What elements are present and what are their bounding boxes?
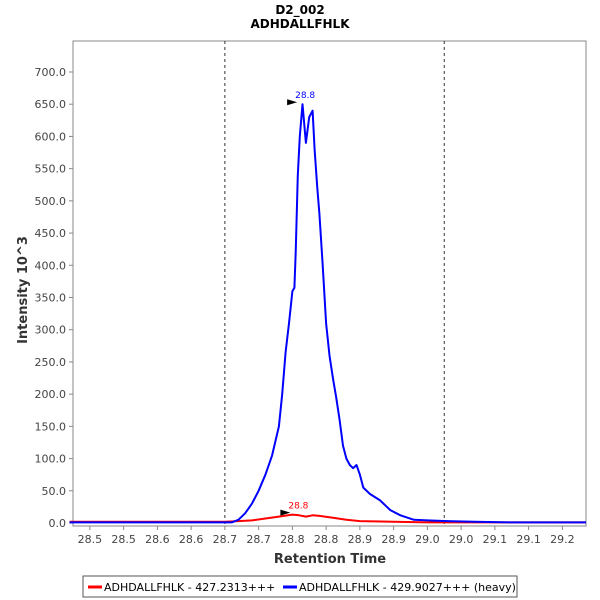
- y-axis: 0.0 50.0 100.0 150.0 200.0 250.0 300.0 350.0 400…: [35, 66, 73, 530]
- y-tick-label: 400.0: [35, 259, 67, 272]
- plot-area: [72, 40, 587, 527]
- peak-label-light: 28.8: [288, 502, 308, 512]
- x-tick-label: 29.2: [550, 533, 575, 546]
- x-tick-label: 29.0: [415, 533, 440, 546]
- y-tick-label: 700.0: [35, 66, 67, 79]
- y-tick-label: 600.0: [35, 130, 67, 143]
- x-tick-label: 29.1: [516, 533, 541, 546]
- series-line-heavy: [69, 103, 586, 524]
- y-tick-label: 550.0: [35, 163, 67, 176]
- legend-label-heavy: ADHDALLFHLK - 429.9027+++ (heavy): [299, 581, 516, 594]
- y-tick-label: 0.0: [49, 517, 67, 530]
- y-tick-label: 300.0: [35, 324, 67, 337]
- y-tick-label: 100.0: [35, 453, 67, 466]
- x-tick-label: 29.1: [483, 533, 508, 546]
- chart-title: D2_002: [275, 3, 324, 18]
- x-tick-label: 28.6: [179, 533, 204, 546]
- x-tick-label: 28.8: [314, 533, 339, 546]
- peak-marker-heavy: [287, 99, 298, 106]
- y-tick-label: 500.0: [35, 195, 67, 208]
- legend-box: [82, 575, 518, 598]
- series-line-light: [69, 513, 586, 524]
- x-tick-label: 28.9: [348, 533, 373, 546]
- x-tick-label: 28.7: [213, 533, 238, 546]
- x-tick-label: 28.9: [381, 533, 406, 546]
- peak-annotations: 28.8 28.8: [280, 91, 315, 516]
- peak-marker-light: [280, 509, 291, 516]
- y-tick-label: 250.0: [35, 356, 67, 369]
- x-axis: 28.5 28.5 28.6 28.6 28.7 28.7 28.8 28.8 28.9 28.9…: [78, 526, 575, 546]
- x-tick-label: 28.5: [111, 533, 136, 546]
- x-tick-label: 28.7: [246, 533, 271, 546]
- y-tick-label: 150.0: [35, 420, 67, 433]
- chart-subtitle: ADHDALLFHLK: [250, 17, 350, 31]
- legend: ADHDALLFHLK - 427.2313+++ ADHDALLFHLK - …: [82, 575, 518, 598]
- legend-label-light: ADHDALLFHLK - 427.2313+++: [104, 581, 275, 594]
- x-tick-label: 29.0: [449, 533, 474, 546]
- y-tick-label: 350.0: [35, 292, 67, 305]
- x-tick-label: 28.5: [78, 533, 103, 546]
- y-tick-label: 200.0: [35, 388, 67, 401]
- x-tick-label: 28.6: [145, 533, 170, 546]
- y-tick-label: 650.0: [35, 98, 67, 111]
- y-tick-label: 450.0: [35, 227, 67, 240]
- x-axis-title: Retention Time: [274, 552, 386, 567]
- integration-boundaries: [224, 41, 445, 526]
- x-tick-label: 28.8: [280, 533, 305, 546]
- y-tick-label: 50.0: [42, 485, 67, 498]
- series-layer: [69, 103, 586, 524]
- y-axis-title: Intensity 10^3: [16, 236, 31, 344]
- peak-label-heavy: 28.8: [295, 91, 315, 101]
